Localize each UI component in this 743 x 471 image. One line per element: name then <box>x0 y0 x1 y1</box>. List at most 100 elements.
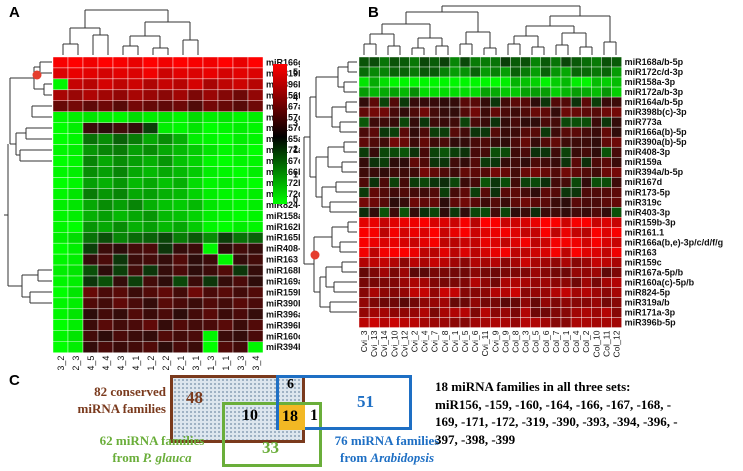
heatmap-b-row-label: miR398b(c)-3p <box>625 107 688 117</box>
heatmap-a-row-label: miR159b-3p <box>266 287 300 297</box>
heatmap-a-cell <box>247 341 264 353</box>
heatmap-b-col-label: Cvi_5 <box>460 330 470 352</box>
arabidopsis-label-prefix: from <box>339 450 371 465</box>
glauca-label: 62 miRNA families from P. glauca <box>82 432 222 466</box>
heatmap-b-col-label: Col_11 <box>601 330 611 357</box>
heatmap-b-col-label: Col_10 <box>591 330 601 357</box>
heatmap-a-row-label: miR824-5p <box>266 200 300 210</box>
heatmap-a-col-label: Pop4_3 <box>116 356 126 370</box>
heatmap-a-row-label: miR394b-5p <box>266 342 300 352</box>
arabidopsis-label: 76 miRNA families from Arabidopsis <box>322 432 452 466</box>
arabidopsis-label-line2: from Arabidopsis <box>322 449 452 466</box>
heatmap-b-row-label: miR408-3p <box>625 147 671 157</box>
summary-line3: 397, -398, -399 <box>435 431 516 447</box>
center-count: 18 <box>282 408 298 425</box>
heatmap-a-cells <box>52 56 264 353</box>
heatmap-b-row-label: miR167a-5p/b <box>625 267 684 277</box>
heatmap-b-row-label: miR394a/b-5p <box>625 167 684 177</box>
heatmap-b-col-label: Cvi_11 <box>480 330 490 356</box>
heatmap-b-row-labels: miR168a/b-5pmiR172c/d-3pmiR158a-3pmiR172… <box>625 57 724 328</box>
heatmap-a-col-label: Pop3_4 <box>251 356 261 370</box>
heatmap-a-row-label: miR396b-3p <box>266 320 300 330</box>
heatmap-b-col-label: Col_7 <box>551 330 561 352</box>
heatmap-b-row-label: miR159b-3p <box>625 217 677 227</box>
heatmap-b-row-label: miR172c/d-3p <box>625 67 684 77</box>
heatmap-b-cell <box>611 317 622 328</box>
conserved-count: 48 <box>186 388 203 407</box>
summary-line2: 169, -171, -172, -319, -390, -393, -394,… <box>435 414 678 429</box>
heatmap-a-col-labels: Pop3_2 Pop2_3 Pop4_5 Pop4_4 Pop4_3 Pop4_1 Pop1… <box>56 356 261 370</box>
heatmap-b-cells <box>358 56 622 328</box>
glauca-label-line1: 62 miRNA families <box>99 433 205 448</box>
heatmap-b-col-label: Col_2 <box>581 330 591 352</box>
heatmap-b-row-label: miR160a(c)-5p/b <box>625 277 695 287</box>
heatmap-b-row-label: miR161.1 <box>625 227 665 237</box>
heatmap-a-col-label: Pop4_1 <box>131 356 141 370</box>
heatmap-b-row-dendrogram <box>303 61 357 313</box>
heatmap-b-row-label: miR319a/b <box>625 297 671 307</box>
heatmap-b-col-label: Col_9 <box>500 330 510 352</box>
families-summary: 18 miRNA families in all three sets: miR… <box>435 378 740 448</box>
panel-b-label: B <box>368 4 379 21</box>
heatmap-b-row-label: miR172a/b-3p <box>625 87 684 97</box>
heatmap-b-row-label: miR173-5p <box>625 187 671 197</box>
heatmap-b-col-label: Cvi_9 <box>490 330 500 352</box>
heatmap-b-col-dendrogram <box>363 5 617 55</box>
heatmap-a-row-label: miR169a-5p <box>266 277 300 287</box>
heatmap-b-col-label: Cvi_3 <box>359 330 369 352</box>
heatmap-b-col-label: Cvi_12 <box>399 330 409 357</box>
heatmap-b-col-label: Cvi_13 <box>369 330 379 357</box>
heatmap-a-row-label: miR160c-5p <box>266 331 300 341</box>
heatmap-b-col-label: Col_5 <box>531 330 541 352</box>
summary-line1: miR156, -159, -160, -164, -166, -167, -1… <box>435 396 672 412</box>
right-overlap-count: 1 <box>310 407 318 424</box>
arabidopsis-box <box>276 375 412 430</box>
heatmap-b-col-label: Col_8 <box>511 330 521 352</box>
arabidopsis-count: 51 <box>357 392 374 411</box>
heatmap-b-row-label: miR163 <box>625 247 657 257</box>
glauca-count: 33 <box>262 438 279 457</box>
heatmap-b-row-label: miR824-5p <box>625 287 671 297</box>
heatmap-a-col-label: Pop2_3 <box>71 356 81 370</box>
heatmap-b-row-label: miR403-3p <box>625 207 671 217</box>
conserved-label-line1: 82 conserved <box>94 384 166 399</box>
heatmap-b-col-label: Cvi_6 <box>470 330 480 352</box>
legend-tick-label: 0 <box>293 195 298 205</box>
heatmap-b-col-label: Cvi_8 <box>440 330 450 352</box>
color-legend-ticks: 5 4 3 2 1 0 <box>293 67 298 205</box>
heatmap-b-row-label: miR159a <box>625 157 663 167</box>
heatmap-b-col-label: Cvi_1 <box>450 330 460 352</box>
heatmap-b-row-label: miR159c <box>625 257 662 267</box>
glauca-label-line2: from P. glauca <box>82 449 222 466</box>
heatmap-b-row-label: miR158a-3p <box>625 77 676 87</box>
heatmap-a-row-label: miR165b <box>266 233 300 243</box>
heatmap-b-row-label: miR171a-3p <box>625 308 676 318</box>
legend-tick-label: 3 <box>293 118 298 128</box>
heatmap-b-col-label: Cvi_7 <box>430 330 440 352</box>
top-overlap-count: 6 <box>287 377 294 392</box>
heatmap-b-col-label: Col_6 <box>541 330 551 352</box>
conserved-label-line2: miRNA families <box>77 401 166 416</box>
legend-tick-label: 4 <box>293 93 298 103</box>
legend-tick-label: 1 <box>293 169 298 179</box>
heatmap-b-row-label: miR167d <box>625 177 663 187</box>
heatmap-b-col-label: Col_4 <box>571 330 581 352</box>
summary-title: 18 miRNA families in all three sets: <box>435 379 631 394</box>
heatmap-a-row-label: miR396a-5p <box>266 309 300 319</box>
heatmap-b-row-label: miR164a/b-5p <box>625 97 684 107</box>
heatmap-a-col-label: Pop4_4 <box>101 356 111 370</box>
heatmap-b-row-label: miR166a(b)-5p <box>625 127 688 137</box>
heatmap-a-col-label: Pop1_3 <box>206 356 216 370</box>
heatmap-a-row-label: miR166g <box>266 58 300 68</box>
heatmap-b-col-label: Cvi_14 <box>379 330 389 357</box>
heatmap-a-col-label: Pop1_1 <box>221 356 231 370</box>
heatmap-b-col-label: Col_3 <box>521 330 531 352</box>
heatmap-a-col-label: Pop2_2 <box>161 356 171 370</box>
heatmap-b-row-label: miR166a(b,e)-3p/c/d/f/g <box>625 237 724 247</box>
heatmap-a-col-label: Pop3_1 <box>191 356 201 370</box>
heatmap-b-row-label: miR773a <box>625 117 663 127</box>
heatmap-b-row-label: miR390a(b)-5p <box>625 137 688 147</box>
panel-c-label: C <box>9 372 20 389</box>
heatmap-a-row-label: miR168b-5p <box>266 266 300 276</box>
